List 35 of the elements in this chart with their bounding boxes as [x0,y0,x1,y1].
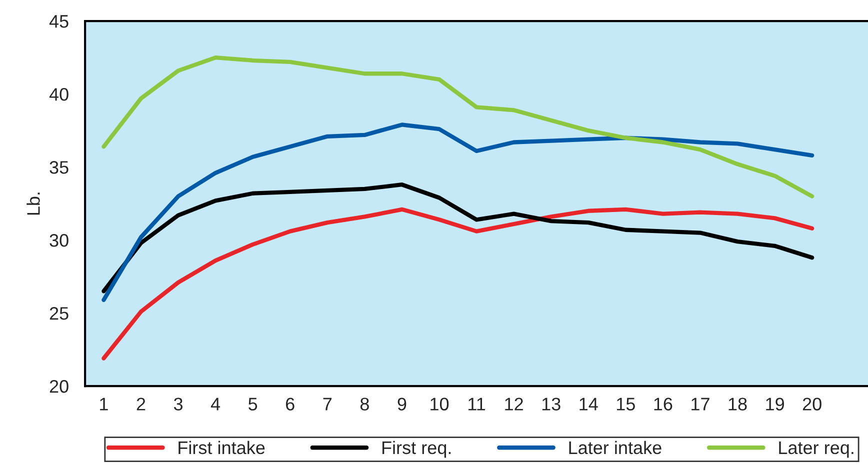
line-series [102,55,814,198]
y-axis-title: Lb. [26,192,40,215]
x-tick-label: 12 [505,398,523,410]
x-tick-label: 19 [766,398,784,410]
y-tick-label: 30 [50,234,68,247]
x-tick-label: 11 [468,398,486,410]
x-tick-label: 4 [210,398,220,410]
x-tick-label: 6 [286,398,294,410]
legend-label: First intake [178,440,265,454]
x-tick-label: 1 [100,398,108,410]
x-tick-label: 15 [617,398,635,410]
x-tick-label: 7 [323,398,332,410]
x-tick-label: 13 [542,398,560,410]
x-tick-label: 10 [430,398,449,410]
x-tick-label: 18 [728,398,747,410]
x-tick-label: 3 [174,398,182,410]
x-tick-label: 8 [360,398,369,410]
x-tick-label: 14 [580,398,598,410]
legend-label: First req. [382,440,451,458]
y-tick-label: 45 [49,15,68,28]
y-tick-label: 20 [50,380,68,393]
x-tick-label: 20 [802,398,822,410]
legend-label: Later req. [779,442,854,458]
y-tick-label: 25 [50,307,68,320]
line-series [102,207,814,360]
x-tick-label: 9 [398,398,406,410]
x-tick-label: 17 [692,398,710,410]
y-tick-label: 35 [50,161,68,174]
x-tick-label: 16 [654,398,672,410]
line-series [102,122,814,302]
x-tick-label: 5 [248,398,258,410]
legend-label: Later intake [569,440,662,454]
x-tick-label: 2 [136,398,146,410]
y-tick-label: 40 [49,88,68,101]
line-series [102,182,814,294]
